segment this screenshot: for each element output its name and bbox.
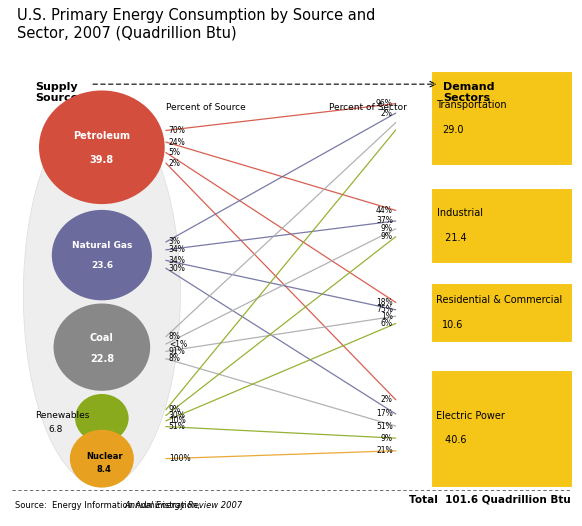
Text: Annual Energy Review 2007: Annual Energy Review 2007 <box>124 501 242 510</box>
Text: 9%: 9% <box>381 232 393 241</box>
Text: 18%: 18% <box>376 298 393 307</box>
Text: 3%: 3% <box>169 237 181 247</box>
Text: 100%: 100% <box>169 454 190 463</box>
Text: 70%: 70% <box>169 126 186 135</box>
Text: Percent of Source: Percent of Source <box>166 103 246 112</box>
Circle shape <box>39 90 165 204</box>
Text: Total  101.6 Quadrillion Btu: Total 101.6 Quadrillion Btu <box>409 494 570 504</box>
Text: U.S. Primary Energy Consumption by Source and
Sector, 2007 (Quadrillion Btu): U.S. Primary Energy Consumption by Sourc… <box>17 8 376 41</box>
Text: 17%: 17% <box>376 409 393 419</box>
Bar <box>431 71 573 166</box>
Text: Nuclear: Nuclear <box>86 451 122 461</box>
Circle shape <box>54 304 150 391</box>
Text: 2%: 2% <box>381 395 393 404</box>
Text: 23.6: 23.6 <box>91 261 113 270</box>
Text: Petroleum: Petroleum <box>73 130 130 141</box>
Text: 6%: 6% <box>381 319 393 328</box>
Text: 37%: 37% <box>376 216 393 226</box>
Text: 9%: 9% <box>381 224 393 234</box>
Circle shape <box>52 210 152 300</box>
Ellipse shape <box>23 103 180 487</box>
Text: Source:  Energy Information Administration,: Source: Energy Information Administratio… <box>15 501 202 510</box>
Text: 8%: 8% <box>169 354 180 363</box>
Text: 40.6: 40.6 <box>442 435 467 446</box>
Circle shape <box>70 430 134 488</box>
Text: 34%: 34% <box>169 245 186 255</box>
Text: 8%: 8% <box>169 332 180 341</box>
Text: 21%: 21% <box>376 446 393 456</box>
Text: Industrial: Industrial <box>436 208 482 218</box>
Text: 1%: 1% <box>381 311 393 321</box>
Text: Demand
Sectors: Demand Sectors <box>443 82 495 103</box>
Bar <box>431 282 573 343</box>
Circle shape <box>75 394 129 442</box>
Text: 30%: 30% <box>169 411 186 420</box>
Text: 10.6: 10.6 <box>442 319 464 330</box>
Text: Residential & Commercial: Residential & Commercial <box>436 295 563 305</box>
Text: <1%: <1% <box>169 339 187 349</box>
Text: 2%: 2% <box>169 158 180 168</box>
Text: 29.0: 29.0 <box>442 125 464 135</box>
Text: 21.4: 21.4 <box>442 232 467 243</box>
Bar <box>431 369 573 488</box>
Text: 24%: 24% <box>169 137 186 147</box>
Text: 10%: 10% <box>169 416 186 426</box>
Text: 51%: 51% <box>376 421 393 431</box>
Text: 8.4: 8.4 <box>97 464 112 474</box>
Text: 51%: 51% <box>169 422 186 431</box>
Text: 9%: 9% <box>381 433 393 443</box>
Text: 39.8: 39.8 <box>90 155 114 166</box>
Text: Renewables: Renewables <box>35 411 89 420</box>
Text: 6.8: 6.8 <box>48 425 63 434</box>
Bar <box>431 188 573 265</box>
Text: 96%: 96% <box>376 99 393 108</box>
Text: 44%: 44% <box>376 206 393 215</box>
Text: Natural Gas: Natural Gas <box>72 241 132 250</box>
Text: Percent of Sector: Percent of Sector <box>329 103 407 112</box>
Text: 2%: 2% <box>381 108 393 118</box>
Text: 34%: 34% <box>169 256 186 265</box>
Text: Coal: Coal <box>90 332 114 343</box>
Text: 91%: 91% <box>169 347 186 356</box>
Text: 22.8: 22.8 <box>90 353 114 364</box>
Text: 75%: 75% <box>376 305 393 315</box>
Text: Supply
Sources: Supply Sources <box>35 82 84 103</box>
Text: Electric Power: Electric Power <box>436 410 505 421</box>
Text: 9%: 9% <box>169 405 181 414</box>
Text: 30%: 30% <box>169 264 186 273</box>
Text: 5%: 5% <box>169 148 181 157</box>
Text: Transportation: Transportation <box>436 100 507 110</box>
